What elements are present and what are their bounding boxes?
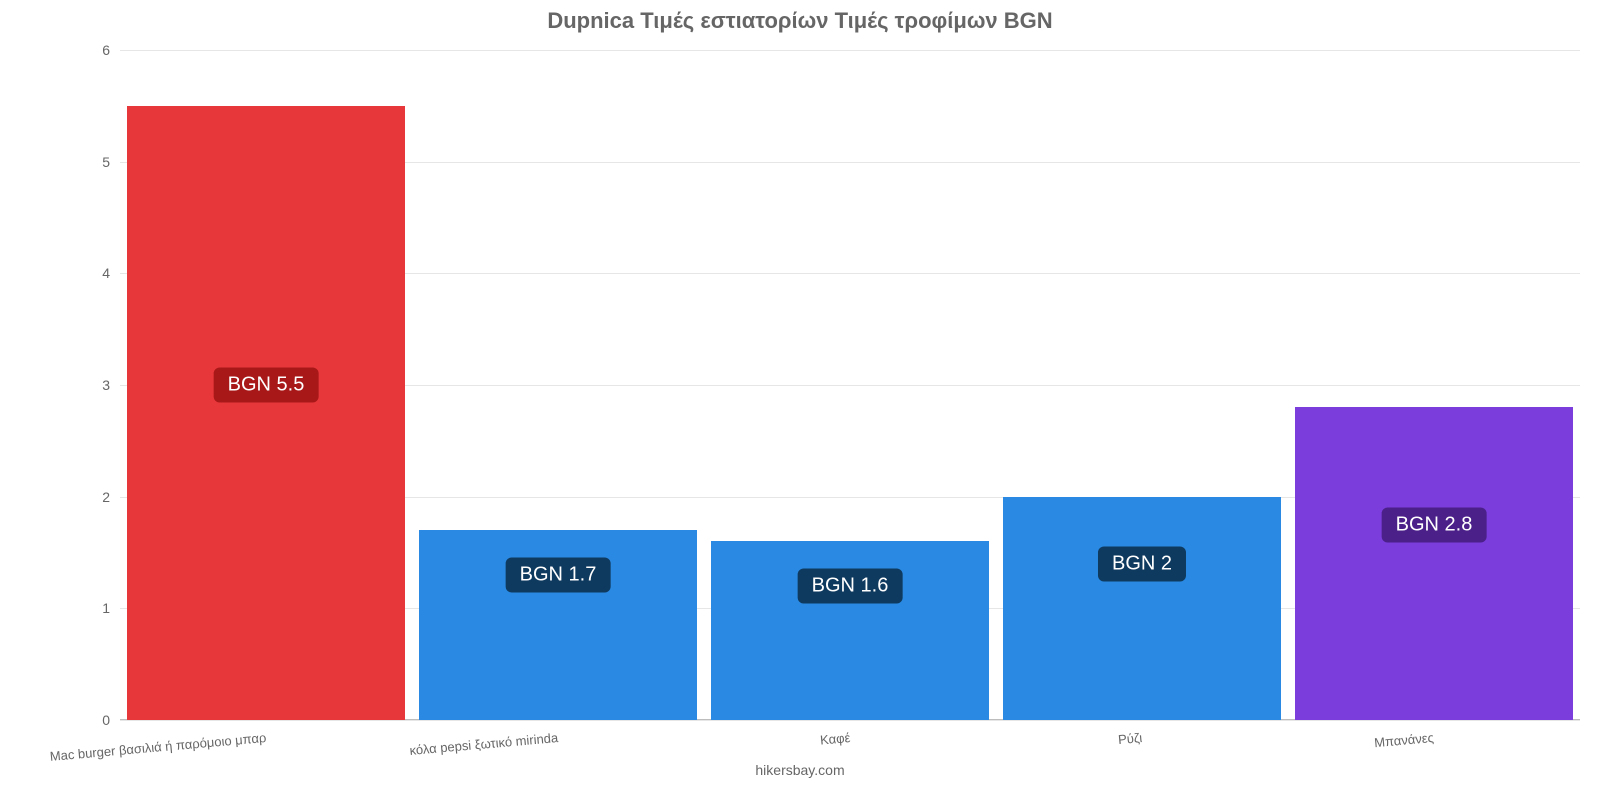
y-tick-label: 2 <box>70 489 110 505</box>
value-badge: BGN 5.5 <box>214 368 319 403</box>
y-tick-label: 6 <box>70 42 110 58</box>
bar <box>1295 407 1572 720</box>
x-tick-label: κόλα pepsi ξωτικό mirinda <box>409 730 559 758</box>
x-tick-label: Mac burger βασιλιά ή παρόμοιο μπαρ <box>49 730 267 764</box>
y-tick-label: 3 <box>70 377 110 393</box>
value-badge: BGN 2.8 <box>1382 507 1487 542</box>
y-tick-label: 1 <box>70 600 110 616</box>
y-tick-label: 5 <box>70 154 110 170</box>
attribution-text: hikersbay.com <box>0 762 1600 778</box>
bar <box>1003 497 1280 720</box>
y-tick-label: 0 <box>70 712 110 728</box>
gridline <box>120 720 1580 721</box>
x-tick-label: Καφέ <box>819 730 850 748</box>
value-badge: BGN 1.6 <box>798 569 903 604</box>
plot-area: 0123456BGN 5.5Mac burger βασιλιά ή παρόμ… <box>120 50 1580 720</box>
value-badge: BGN 2 <box>1098 546 1186 581</box>
x-tick-label: Μπανάνες <box>1374 730 1435 750</box>
chart-container: Dupnica Τιμές εστιατορίων Τιμές τροφίμων… <box>0 0 1600 800</box>
bar <box>127 106 404 720</box>
chart-title: Dupnica Τιμές εστιατορίων Τιμές τροφίμων… <box>0 8 1600 34</box>
x-tick-label: Ρύζι <box>1117 730 1142 747</box>
value-badge: BGN 1.7 <box>506 557 611 592</box>
y-tick-label: 4 <box>70 265 110 281</box>
gridline <box>120 50 1580 51</box>
